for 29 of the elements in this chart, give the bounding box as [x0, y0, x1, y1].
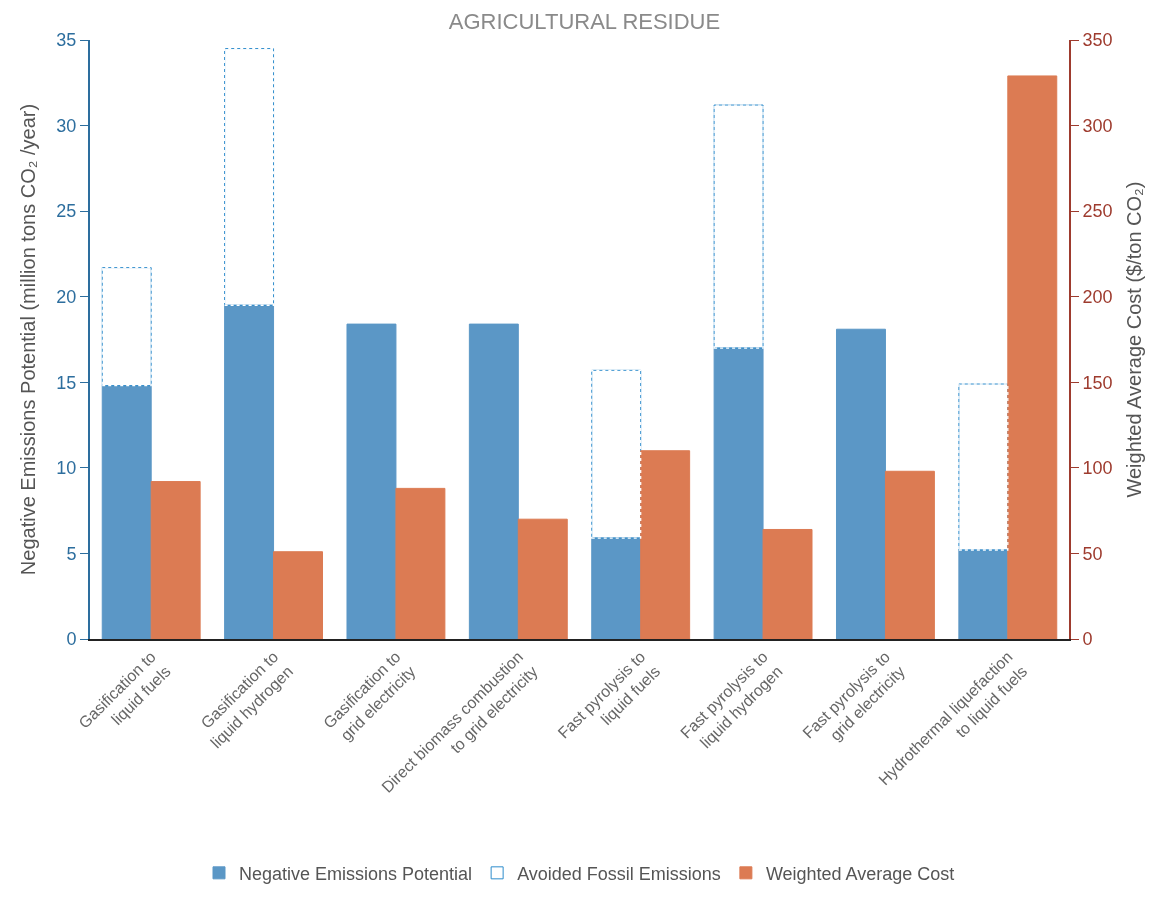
- bar: [468, 323, 519, 639]
- y2-tick-label: 0: [1082, 629, 1093, 650]
- y2-tick-label: 200: [1082, 287, 1113, 308]
- legend-label: Negative Emissions Potential: [239, 863, 473, 884]
- y-tick-label: 5: [66, 543, 77, 564]
- y2-tick-label: 350: [1082, 30, 1113, 51]
- y2-tick-label: 250: [1082, 201, 1113, 222]
- y2-tick-label: 150: [1082, 372, 1113, 393]
- chart-title: AGRICULTURAL RESIDUE: [448, 8, 721, 34]
- bar: [1007, 75, 1058, 639]
- y2-tick-label: 100: [1082, 458, 1113, 479]
- y-tick-label: 35: [56, 30, 77, 51]
- bar: [273, 551, 324, 639]
- y-tick-label: 0: [66, 629, 77, 650]
- y-tick-label: 10: [56, 458, 77, 479]
- y-tick-label: 20: [56, 287, 77, 308]
- y-tick-label: 25: [56, 201, 77, 222]
- y2-tick-label: 50: [1082, 543, 1103, 564]
- legend-label: Avoided Fossil Emissions: [517, 863, 721, 884]
- bar: [346, 323, 397, 639]
- bar: [958, 549, 1009, 639]
- y-axis-title: Negative Emissions Potential (million tons CO₂ /year): [17, 103, 40, 576]
- legend-label: Weighted Average Cost: [765, 863, 955, 884]
- y2-axis-title: Weighted Average Cost ($/ton CO₂): [1122, 181, 1145, 498]
- bar: [713, 347, 764, 639]
- y-tick-label: 30: [56, 115, 77, 136]
- y-tick-label: 15: [56, 372, 77, 393]
- y2-tick-label: 300: [1082, 115, 1113, 136]
- bar: [224, 304, 275, 639]
